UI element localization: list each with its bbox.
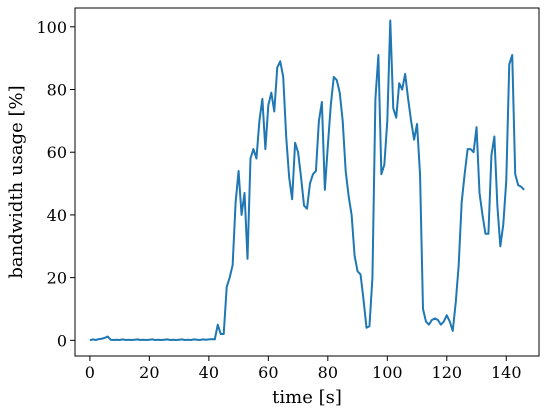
bandwidth-series-line: [89, 19, 525, 342]
y-axis-label: bandwidth usage [%]: [6, 85, 27, 278]
axis-ticks: 0 20 40 60 80 100 120 140 0 20 40 60 80 100: [36, 18, 521, 382]
x-tick-label: 100: [372, 363, 403, 382]
x-tick-label: 0: [85, 363, 95, 382]
y-tick-label: 60: [47, 143, 67, 162]
y-tick-label: 40: [47, 206, 67, 225]
plot-frame: [74, 7, 540, 357]
x-tick-label: 40: [199, 363, 219, 382]
y-tick-label: 100: [36, 18, 67, 37]
x-tick-label: 60: [258, 363, 278, 382]
x-tick-label: 120: [432, 363, 463, 382]
y-tick-label: 80: [47, 81, 67, 100]
x-axis-label: time [s]: [272, 387, 342, 408]
x-tick-label: 80: [318, 363, 338, 382]
y-tick-label: 0: [57, 331, 67, 350]
y-tick-label: 20: [47, 269, 67, 288]
x-tick-label: 140: [491, 363, 522, 382]
x-tick-label: 20: [139, 363, 159, 382]
